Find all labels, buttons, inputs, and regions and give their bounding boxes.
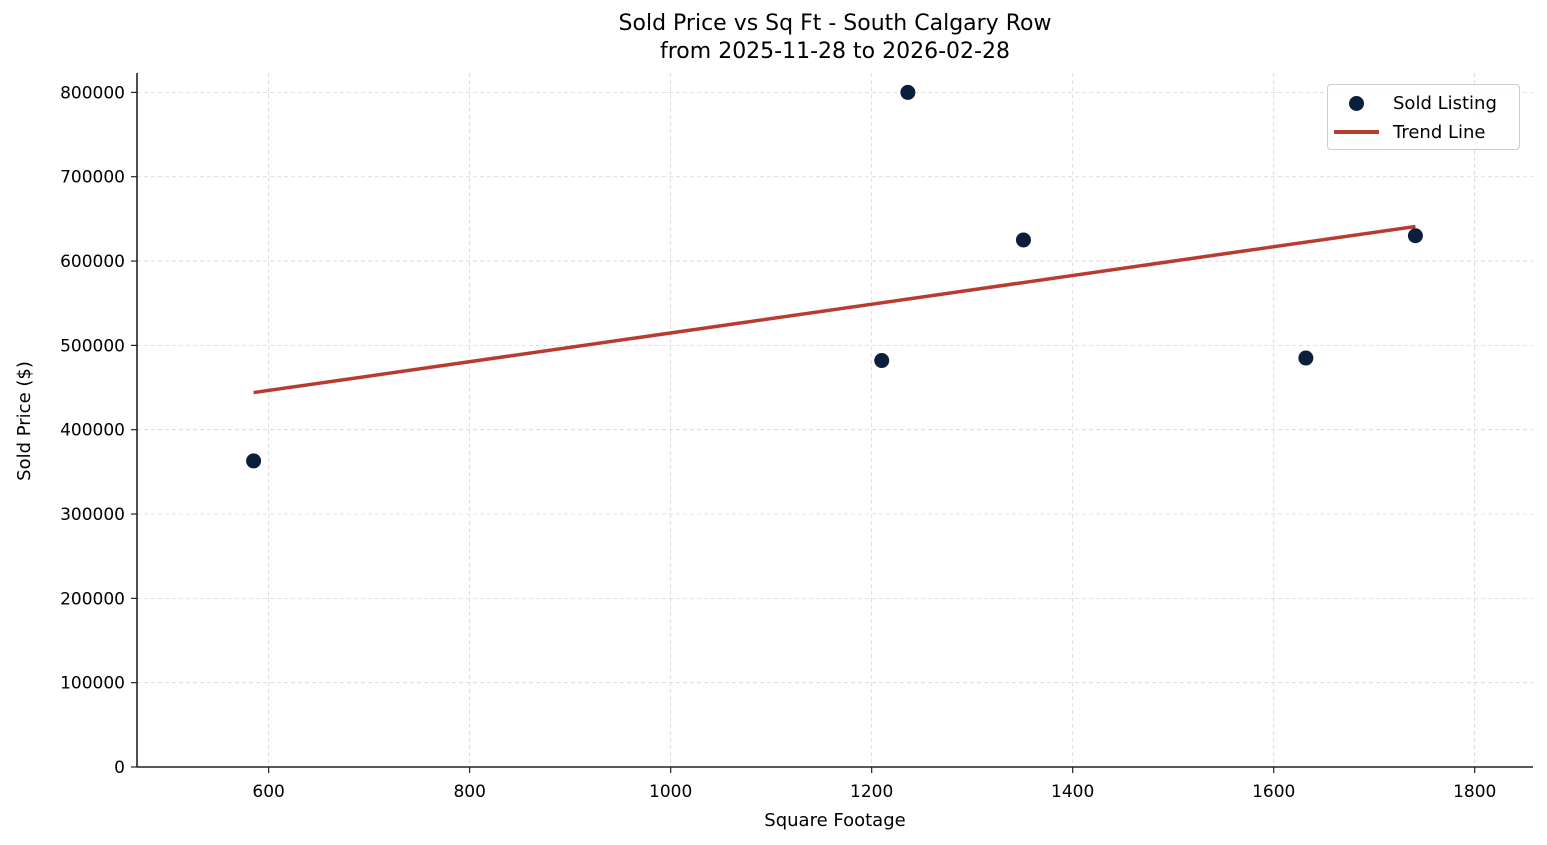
legend-label: Sold Listing [1393, 92, 1497, 114]
chart-subtitle: from 2025-11-28 to 2026-02-28 [660, 39, 1010, 64]
data-point [1015, 232, 1031, 248]
gridlines [137, 73, 1533, 767]
y-tick-label: 400000 [60, 421, 125, 441]
y-axis-label: Sold Price ($) [14, 361, 35, 481]
chart-title: Sold Price vs Sq Ft - South Calgary Row … [0, 10, 1547, 66]
line-marker-icon [1334, 130, 1379, 134]
x-tick-label: 600 [252, 782, 284, 802]
x-tick-label: 1200 [850, 782, 893, 802]
y-tick-label: 600000 [60, 252, 125, 272]
y-tick-label: 700000 [60, 168, 125, 188]
y-tick-label: 300000 [60, 505, 125, 525]
trend-line [253, 224, 1416, 395]
legend-item-sold-listing: Sold Listing [1328, 89, 1519, 117]
legend: Sold Listing Trend Line [1327, 84, 1520, 150]
trend-line-path [253, 224, 1416, 395]
x-tick-label: 1600 [1252, 782, 1295, 802]
tick-labels: 600 800 1000 1200 1400 1600 1800 0 100000 200000 3… [60, 83, 1496, 802]
y-tick-label: 800000 [60, 83, 125, 103]
axes [131, 73, 1533, 773]
y-tick-label: 100000 [60, 674, 125, 694]
data-point [874, 353, 890, 369]
x-axis-label: Square Footage [764, 810, 905, 831]
x-tick-label: 1400 [1051, 782, 1094, 802]
x-tick-label: 1800 [1453, 782, 1496, 802]
data-point [246, 453, 262, 469]
chart-title-main: Sold Price vs Sq Ft - South Calgary Row [618, 11, 1052, 36]
y-tick-label: 200000 [60, 589, 125, 609]
legend-label: Trend Line [1393, 121, 1486, 143]
data-point [1407, 228, 1423, 244]
dot-marker-icon [1349, 95, 1364, 111]
data-point [1298, 350, 1314, 366]
x-tick-label: 1000 [649, 782, 692, 802]
y-tick-label: 0 [114, 758, 125, 778]
y-tick-label: 500000 [60, 336, 125, 356]
data-points [246, 84, 1423, 469]
data-point [900, 84, 916, 100]
x-tick-label: 800 [453, 782, 485, 802]
legend-item-trend-line: Trend Line [1328, 118, 1519, 146]
